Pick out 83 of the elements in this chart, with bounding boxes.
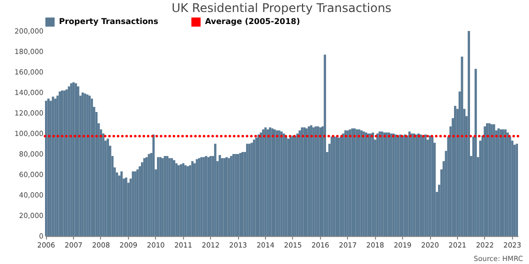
bar	[278, 130, 280, 236]
bar	[422, 136, 424, 236]
bar	[287, 138, 290, 236]
bar	[170, 158, 173, 236]
bar	[310, 125, 312, 236]
bar	[420, 134, 422, 236]
bar	[468, 31, 470, 236]
bar	[484, 126, 486, 236]
bar	[106, 138, 109, 236]
bar	[50, 100, 52, 236]
bar	[138, 166, 141, 236]
bar	[218, 155, 221, 236]
bar	[351, 128, 354, 236]
bar	[146, 157, 148, 236]
bar	[210, 156, 212, 236]
bar	[239, 152, 242, 236]
bar	[319, 127, 322, 236]
bar	[294, 136, 296, 236]
bar	[124, 178, 128, 236]
bar	[303, 127, 306, 236]
bar	[404, 134, 406, 236]
bar	[266, 129, 269, 236]
bar	[406, 136, 408, 236]
bar	[194, 163, 196, 236]
bar	[162, 158, 164, 236]
bar	[511, 140, 514, 236]
bar	[76, 86, 80, 236]
bar	[486, 123, 488, 236]
bar	[506, 132, 509, 236]
bar	[262, 129, 264, 236]
bar	[282, 134, 285, 236]
bar	[490, 124, 493, 236]
bar	[399, 134, 402, 236]
bar	[45, 100, 48, 236]
bar	[516, 144, 518, 236]
bar	[223, 158, 226, 236]
bar	[500, 129, 502, 236]
bar	[305, 128, 308, 236]
bar	[74, 83, 77, 236]
bar	[255, 138, 258, 236]
bar	[178, 165, 180, 236]
bar	[385, 132, 388, 236]
bar	[242, 152, 244, 236]
bar	[82, 92, 84, 236]
bar	[431, 136, 434, 236]
bar	[156, 157, 160, 236]
bar	[502, 129, 504, 236]
bar	[90, 98, 93, 236]
bar	[454, 106, 456, 236]
bar	[367, 134, 370, 236]
bar	[353, 128, 356, 236]
bar	[358, 129, 360, 236]
bar	[54, 98, 56, 236]
bar	[337, 138, 340, 236]
bar	[234, 154, 237, 236]
chart-title: UK Residential Property Transactions	[172, 1, 392, 15]
bar	[70, 83, 72, 236]
bar	[175, 163, 178, 236]
bar	[66, 89, 68, 236]
bar	[58, 91, 61, 236]
bar	[60, 90, 64, 236]
bar	[474, 68, 477, 236]
bar	[369, 134, 372, 236]
bar	[290, 136, 292, 236]
bar	[140, 162, 144, 236]
bar	[258, 134, 260, 236]
bar	[186, 166, 189, 236]
legend-label: Average (2005-2018)	[205, 17, 300, 26]
bar	[383, 132, 386, 236]
bar	[314, 126, 317, 236]
bar	[207, 157, 210, 236]
bar	[271, 128, 274, 236]
bar	[390, 134, 392, 236]
bar	[250, 142, 253, 236]
bar	[415, 134, 418, 236]
legend-label: Property Transactions	[59, 17, 159, 26]
bar	[342, 134, 344, 236]
bar	[274, 129, 276, 236]
bar	[298, 130, 301, 236]
bar	[226, 157, 228, 236]
bar	[335, 136, 338, 236]
bar	[191, 161, 194, 236]
bar	[202, 157, 205, 236]
